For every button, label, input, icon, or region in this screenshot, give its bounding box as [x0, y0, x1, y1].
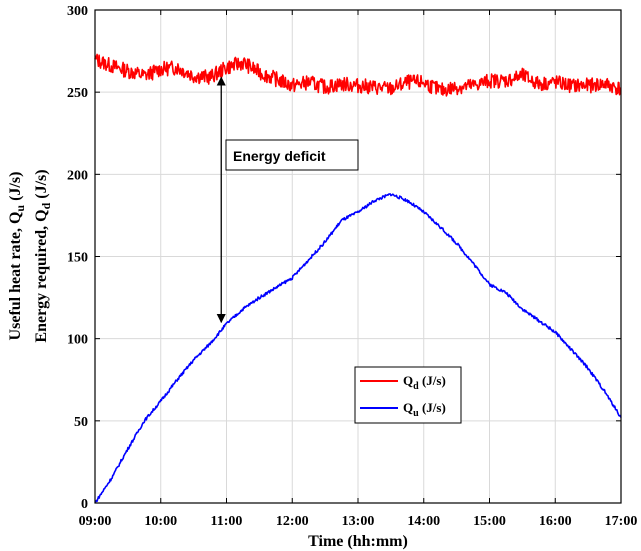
x-tick-label: 09:00 [79, 514, 112, 529]
legend-label-qu: Qu (J/s) [403, 400, 446, 419]
legend-box [354, 366, 462, 424]
y-axis-label-useful-heat: Useful heat rate, Qu (J/s) [7, 172, 27, 341]
grid [95, 10, 621, 503]
plot-frame [94, 9, 622, 504]
energy-deficit-annotation: Energy deficit [216, 76, 359, 324]
legend: Qd (J/s) Qu (J/s) [354, 366, 462, 424]
energy-deficit-box [225, 139, 359, 171]
series-layer [94, 53, 622, 504]
y-tick-label: 200 [67, 168, 88, 183]
legend-label-qd: Qd (J/s) [403, 373, 446, 392]
x-tick-label: 15:00 [473, 514, 506, 529]
x-tick-label: 10:00 [144, 514, 177, 529]
x-tick-label: 13:00 [342, 514, 375, 529]
y-tick-label: 300 [67, 4, 88, 19]
x-tick-label: 17:00 [605, 514, 638, 529]
x-tick-label: 16:00 [539, 514, 572, 529]
x-tick-label: 11:00 [211, 514, 243, 529]
y-tick-label: 250 [67, 86, 88, 101]
y-tick-label: 100 [67, 333, 88, 348]
x-tick-label: 14:00 [407, 514, 440, 529]
x-tick-label: 12:00 [276, 514, 309, 529]
y-tick-label: 0 [81, 497, 88, 512]
energy-deficit-label: Energy deficit [233, 148, 326, 164]
axis-ticks: 09:00 10:00 11:00 12:00 13:00 14:00 15:00 16:00… [67, 4, 637, 529]
y-tick-label: 50 [74, 415, 88, 430]
x-axis-label: Time (hh:mm) [308, 533, 408, 550]
y-tick-label: 150 [67, 251, 88, 266]
series-line-qu [94, 193, 622, 504]
y-axis-label-energy-required: Energy required, Qd (J/s) [33, 169, 53, 342]
series-line-qd [94, 53, 622, 97]
